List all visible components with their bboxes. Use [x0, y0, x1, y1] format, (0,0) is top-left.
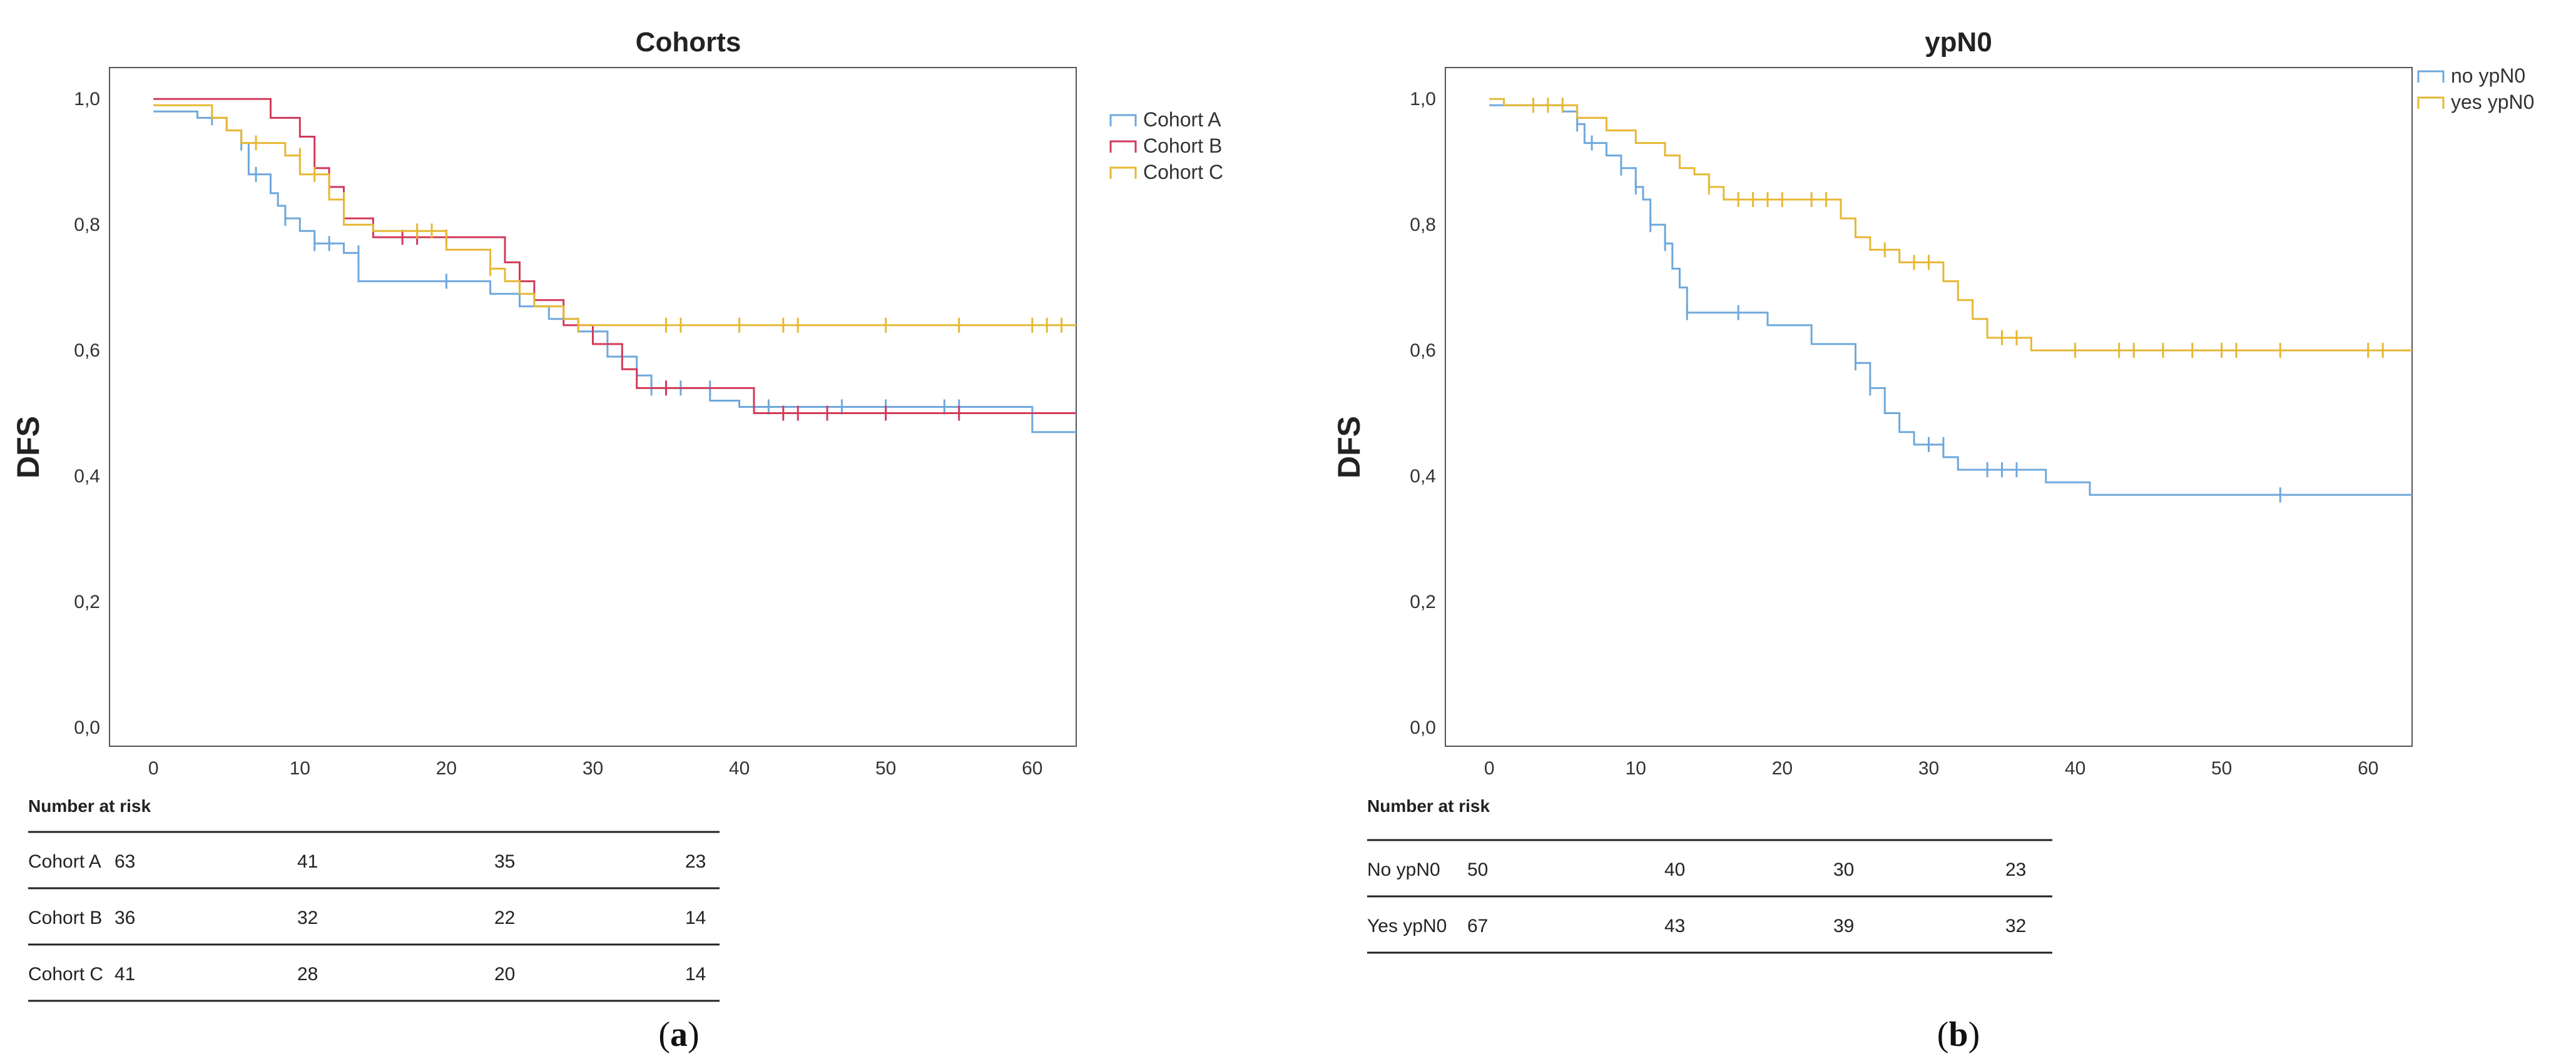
risk-table: Number at risk No ypN0 50 40 30 23 Yes y… — [1367, 796, 2052, 954]
chart-title: Cohorts — [636, 27, 741, 58]
legend-swatch — [1109, 140, 1137, 153]
risk-count: 43 — [1664, 916, 1685, 936]
panel-a-cohorts: Cohorts DFS 0,0 0,2 0,4 0,6 0,8 1,0 0 10 20 30 40… — [11, 27, 1223, 1054]
risk-count: 41 — [297, 851, 318, 872]
legend: no ypN0 yes ypN0 — [2417, 64, 2534, 113]
x-tick-label: 50 — [2211, 758, 2232, 779]
panel-caption: (a) — [658, 1015, 699, 1054]
y-tick-labels: 0,0 0,2 0,4 0,6 0,8 1,0 — [1410, 89, 1436, 738]
legend-swatch — [1109, 166, 1137, 179]
risk-row-label: Cohort B — [28, 908, 102, 928]
x-tick-label: 30 — [583, 758, 603, 779]
y-tick-label: 1,0 — [74, 89, 100, 109]
risk-count: 63 — [115, 851, 135, 872]
y-tick-label: 0,0 — [1410, 717, 1436, 738]
risk-count: 40 — [1664, 859, 1685, 880]
risk-row: Cohort B 36 32 22 14 — [28, 908, 706, 928]
legend-label: Cohort C — [1143, 161, 1223, 183]
y-tick-label: 0,0 — [74, 717, 100, 738]
legend-swatch — [1109, 114, 1137, 126]
y-tick-label: 0,2 — [74, 592, 100, 612]
risk-count: 30 — [1833, 859, 1854, 880]
risk-row: Yes ypN0 67 43 39 32 — [1367, 916, 2026, 936]
chart-title: ypN0 — [1925, 27, 1992, 58]
risk-count: 35 — [494, 851, 515, 872]
risk-count: 23 — [685, 851, 706, 872]
y-axis-label: DFS — [1331, 416, 1367, 479]
y-tick-label: 0,8 — [1410, 215, 1436, 235]
y-tick-label: 0,2 — [1410, 592, 1436, 612]
x-tick-label: 20 — [1772, 758, 1793, 779]
x-tick-label: 50 — [875, 758, 896, 779]
risk-row-label: Cohort A — [28, 851, 101, 872]
survival-curve — [1489, 98, 2412, 352]
x-tick-label: 0 — [1484, 758, 1495, 779]
x-tick-label: 20 — [436, 758, 457, 779]
x-tick-labels: 0 10 20 30 40 50 60 — [148, 758, 1043, 779]
risk-count: 14 — [685, 964, 706, 985]
y-tick-label: 0,8 — [74, 215, 100, 235]
x-tick-label: 40 — [2065, 758, 2085, 779]
risk-count: 39 — [1833, 916, 1854, 936]
risk-row-label: No ypN0 — [1367, 859, 1440, 880]
risk-count: 32 — [297, 908, 318, 928]
panel-caption: (b) — [1937, 1015, 1980, 1054]
survival-curve — [153, 104, 1076, 327]
legend-label: yes ypN0 — [2451, 91, 2534, 113]
risk-row: No ypN0 50 40 30 23 — [1367, 859, 2026, 880]
y-tick-label: 0,4 — [1410, 466, 1436, 487]
risk-row-label: Yes ypN0 — [1367, 916, 1447, 936]
risk-count: 36 — [115, 908, 135, 928]
panel-caption-letter: a — [670, 1015, 688, 1054]
risk-count: 28 — [297, 964, 318, 985]
risk-row-label: Cohort C — [28, 964, 103, 985]
x-tick-labels: 0 10 20 30 40 50 60 — [1484, 758, 2379, 779]
risk-count: 50 — [1467, 859, 1488, 880]
x-tick-label: 40 — [729, 758, 750, 779]
risk-count: 22 — [494, 908, 515, 928]
risk-table: Number at risk Cohort A 63 41 35 23 Coho… — [28, 796, 720, 1002]
x-tick-label: 60 — [2358, 758, 2378, 779]
risk-count: 23 — [2005, 859, 2026, 880]
legend: Cohort A Cohort B Cohort C — [1109, 108, 1223, 183]
risk-table-title: Number at risk — [1367, 796, 1490, 816]
y-tick-label: 0,6 — [74, 340, 100, 361]
plot-frame — [1445, 67, 2413, 747]
x-tick-label: 60 — [1022, 758, 1042, 779]
survival-curve — [153, 98, 1076, 414]
x-tick-label: 0 — [148, 758, 159, 779]
legend-label: Cohort A — [1143, 108, 1221, 131]
y-tick-label: 0,6 — [1410, 340, 1436, 361]
risk-count: 32 — [2005, 916, 2026, 936]
legend-swatch — [2417, 96, 2445, 109]
risk-table-title: Number at risk — [28, 796, 151, 816]
y-tick-label: 1,0 — [1410, 89, 1436, 109]
x-tick-label: 30 — [1918, 758, 1939, 779]
survival-curves — [153, 98, 1076, 433]
survival-curve — [153, 110, 1076, 433]
y-tick-labels: 0,0 0,2 0,4 0,6 0,8 1,0 — [74, 89, 100, 738]
x-tick-label: 10 — [1626, 758, 1646, 779]
risk-row: Cohort A 63 41 35 23 — [28, 851, 706, 872]
panel-b-ypn0: ypN0 DFS 0,0 0,2 0,4 0,6 0,8 1,0 0 10 20 30 40 50 6… — [1331, 27, 2534, 1054]
x-tick-label: 10 — [290, 758, 310, 779]
legend-swatch — [2417, 70, 2445, 83]
y-tick-label: 0,4 — [74, 466, 100, 487]
plot-frame — [109, 67, 1077, 747]
y-axis-label: DFS — [11, 416, 46, 479]
risk-count: 14 — [685, 908, 706, 928]
risk-row: Cohort C 41 28 20 14 — [28, 964, 706, 985]
legend-label: Cohort B — [1143, 134, 1222, 157]
panel-caption-letter: b — [1948, 1015, 1968, 1054]
risk-count: 41 — [115, 964, 135, 985]
legend-label: no ypN0 — [2451, 64, 2525, 87]
risk-count: 20 — [494, 964, 515, 985]
survival-curve — [1489, 104, 2412, 496]
survival-curves — [1489, 98, 2412, 503]
risk-count: 67 — [1467, 916, 1488, 936]
